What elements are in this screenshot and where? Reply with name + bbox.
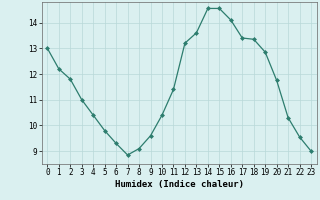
X-axis label: Humidex (Indice chaleur): Humidex (Indice chaleur) — [115, 180, 244, 189]
